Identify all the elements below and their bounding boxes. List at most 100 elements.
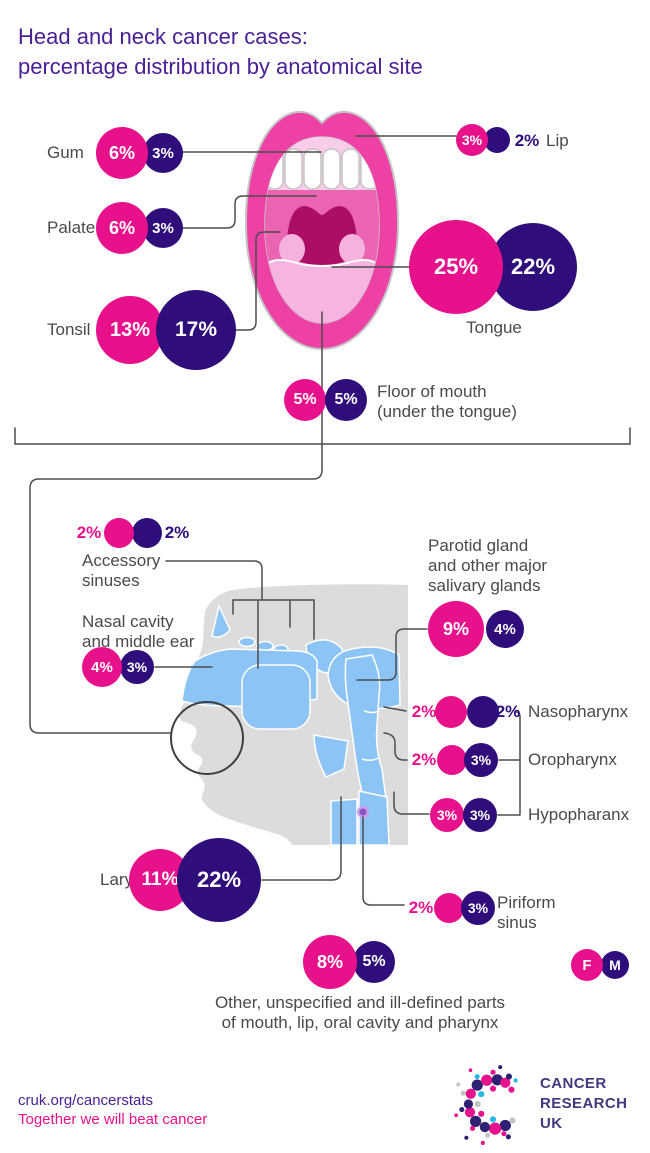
gum-male-bubble: 3% [143,133,183,173]
accessory-bracket [232,599,315,669]
title-line-2: percentage distribution by anatomical si… [18,54,423,79]
tonsil-line [235,231,281,331]
accessory-label: Accessory sinuses [82,551,160,591]
tonsil-right [339,234,365,264]
upper-gum [265,137,379,190]
accessory-male-percent: 2% [164,523,190,542]
gum-female-bubble: 6% [96,127,148,179]
throat [287,206,357,265]
tonsil-female-bubble: 13% [96,296,164,364]
other-label: Other, unspecified and ill-defined parts… [205,993,515,1033]
palate-line [182,195,317,229]
larynx-line [261,796,342,881]
footer-tagline: Together we will beat cancer [18,1111,208,1128]
other-female-bubble: 8% [303,935,357,989]
mouth-opening [264,136,380,324]
oropharynx-male-bubble: 3% [464,743,498,777]
lip-male-bubble [484,127,510,153]
tonsil-label: Tonsil [47,320,91,339]
accessory-label-line-2: sinuses [82,571,140,590]
legend-female-bubble: F [571,949,603,981]
maxillary-sinus [241,664,311,730]
parotid-region [327,646,401,710]
piriform-dot-halo [357,806,369,818]
palate-label: Palate [47,218,96,237]
footer-url-link[interactable]: cruk.org/cancerstats [18,1092,154,1109]
nasal-male-bubble: 3% [120,650,154,684]
logo-line-1: CANCER [540,1075,607,1092]
logo-line-2: RESEARCH [540,1095,628,1112]
page-title: Head and neck cancer cases: percentage d… [18,22,423,82]
soft-palate-wedge [313,734,349,778]
piriform-line [362,816,405,906]
nasal-label: Nasal cavity and middle ear [82,612,194,652]
other-label-line-1: Other, unspecified and ill-defined parts [214,993,506,1012]
tonsil-male-bubble: 17% [156,290,236,370]
logo-line-3: UK [540,1115,563,1132]
parotid-male-bubble: 4% [486,610,524,648]
legend-male-bubble: M [601,951,629,979]
sphenoid-sinus [305,639,344,674]
floor-female-bubble: 5% [284,379,326,421]
nasal-cavity-region [181,648,318,708]
accessory-line [165,560,263,600]
tongue-shape [265,258,379,323]
oropharynx-label: Oropharynx [528,750,617,769]
oropharynx-female-percent: 2% [411,750,437,769]
nasopharynx-female-bubble [435,696,467,728]
lips-shape [244,110,400,351]
parotid-label-line-1: Parotid gland [428,536,529,555]
title-line-1: Head and neck cancer cases: [18,24,308,49]
hypopharanx-label: Hypopharanx [528,805,630,824]
tongue-female-bubble: 25% [409,220,503,314]
hypopharanx-male-bubble: 3% [463,798,497,832]
nasopharynx-female-percent: 2% [411,702,437,721]
floor-male-bubble: 5% [325,379,367,421]
other-label-line-2: of mouth, lip, oral cavity and pharynx [221,1013,499,1032]
accessory-female-bubble [104,518,134,548]
hypopharanx-female-bubble: 3% [430,798,464,832]
head-illustration [170,584,408,846]
head-silhouette [179,584,408,845]
piriform-label: Piriform sinus [497,893,556,933]
magnifier-circle [170,701,244,775]
sinus-blob-3 [273,644,289,654]
cruk-logo: CANCER RESEARCH UK [452,1058,648,1150]
parotid-label: Parotid gland and other major salivary g… [428,536,547,596]
parotid-line [356,628,428,681]
piriform-male-bubble: 3% [461,891,495,925]
palate-male-bubble: 3% [143,208,183,248]
larynx-male-bubble: 22% [177,838,261,922]
piriform-female-percent: 2% [408,898,434,917]
tongue-label: Tongue [466,318,522,337]
parotid-female-bubble: 9% [428,601,484,657]
sinus-blob-2 [256,640,274,652]
oesophagus [358,790,390,846]
sinus-blob-1 [238,636,256,648]
floor-label: Floor of mouth (under the tongue) [377,382,517,422]
tonsil-left [279,234,305,264]
hypopharanx-line [393,791,430,815]
pharynx-column [344,654,387,802]
lip-label: Lip [546,131,569,150]
trachea [330,798,358,846]
nasal-female-bubble: 4% [82,647,122,687]
uvula [313,229,331,257]
nasopharynx-label: Nasopharynx [528,702,629,721]
parotid-label-line-3: salivary glands [428,576,541,595]
nasopharynx-male-bubble [467,696,499,728]
piriform-label-line-1: Piriform [497,893,556,912]
parotid-label-line-2: and other major [428,556,548,575]
other-male-bubble: 5% [353,941,395,983]
floor-label-line-2: (under the tongue) [377,402,517,421]
lip-male-percent: 2% [514,131,540,150]
piriform-label-line-2: sinus [497,913,537,932]
accessory-label-line-1: Accessory [82,551,161,570]
palate-region [265,190,379,323]
mouth-illustration [244,110,400,351]
palate-female-bubble: 6% [96,202,148,254]
top-bracket [14,427,631,445]
gum-label: Gum [47,143,84,162]
lip-female-bubble: 3% [456,124,488,156]
